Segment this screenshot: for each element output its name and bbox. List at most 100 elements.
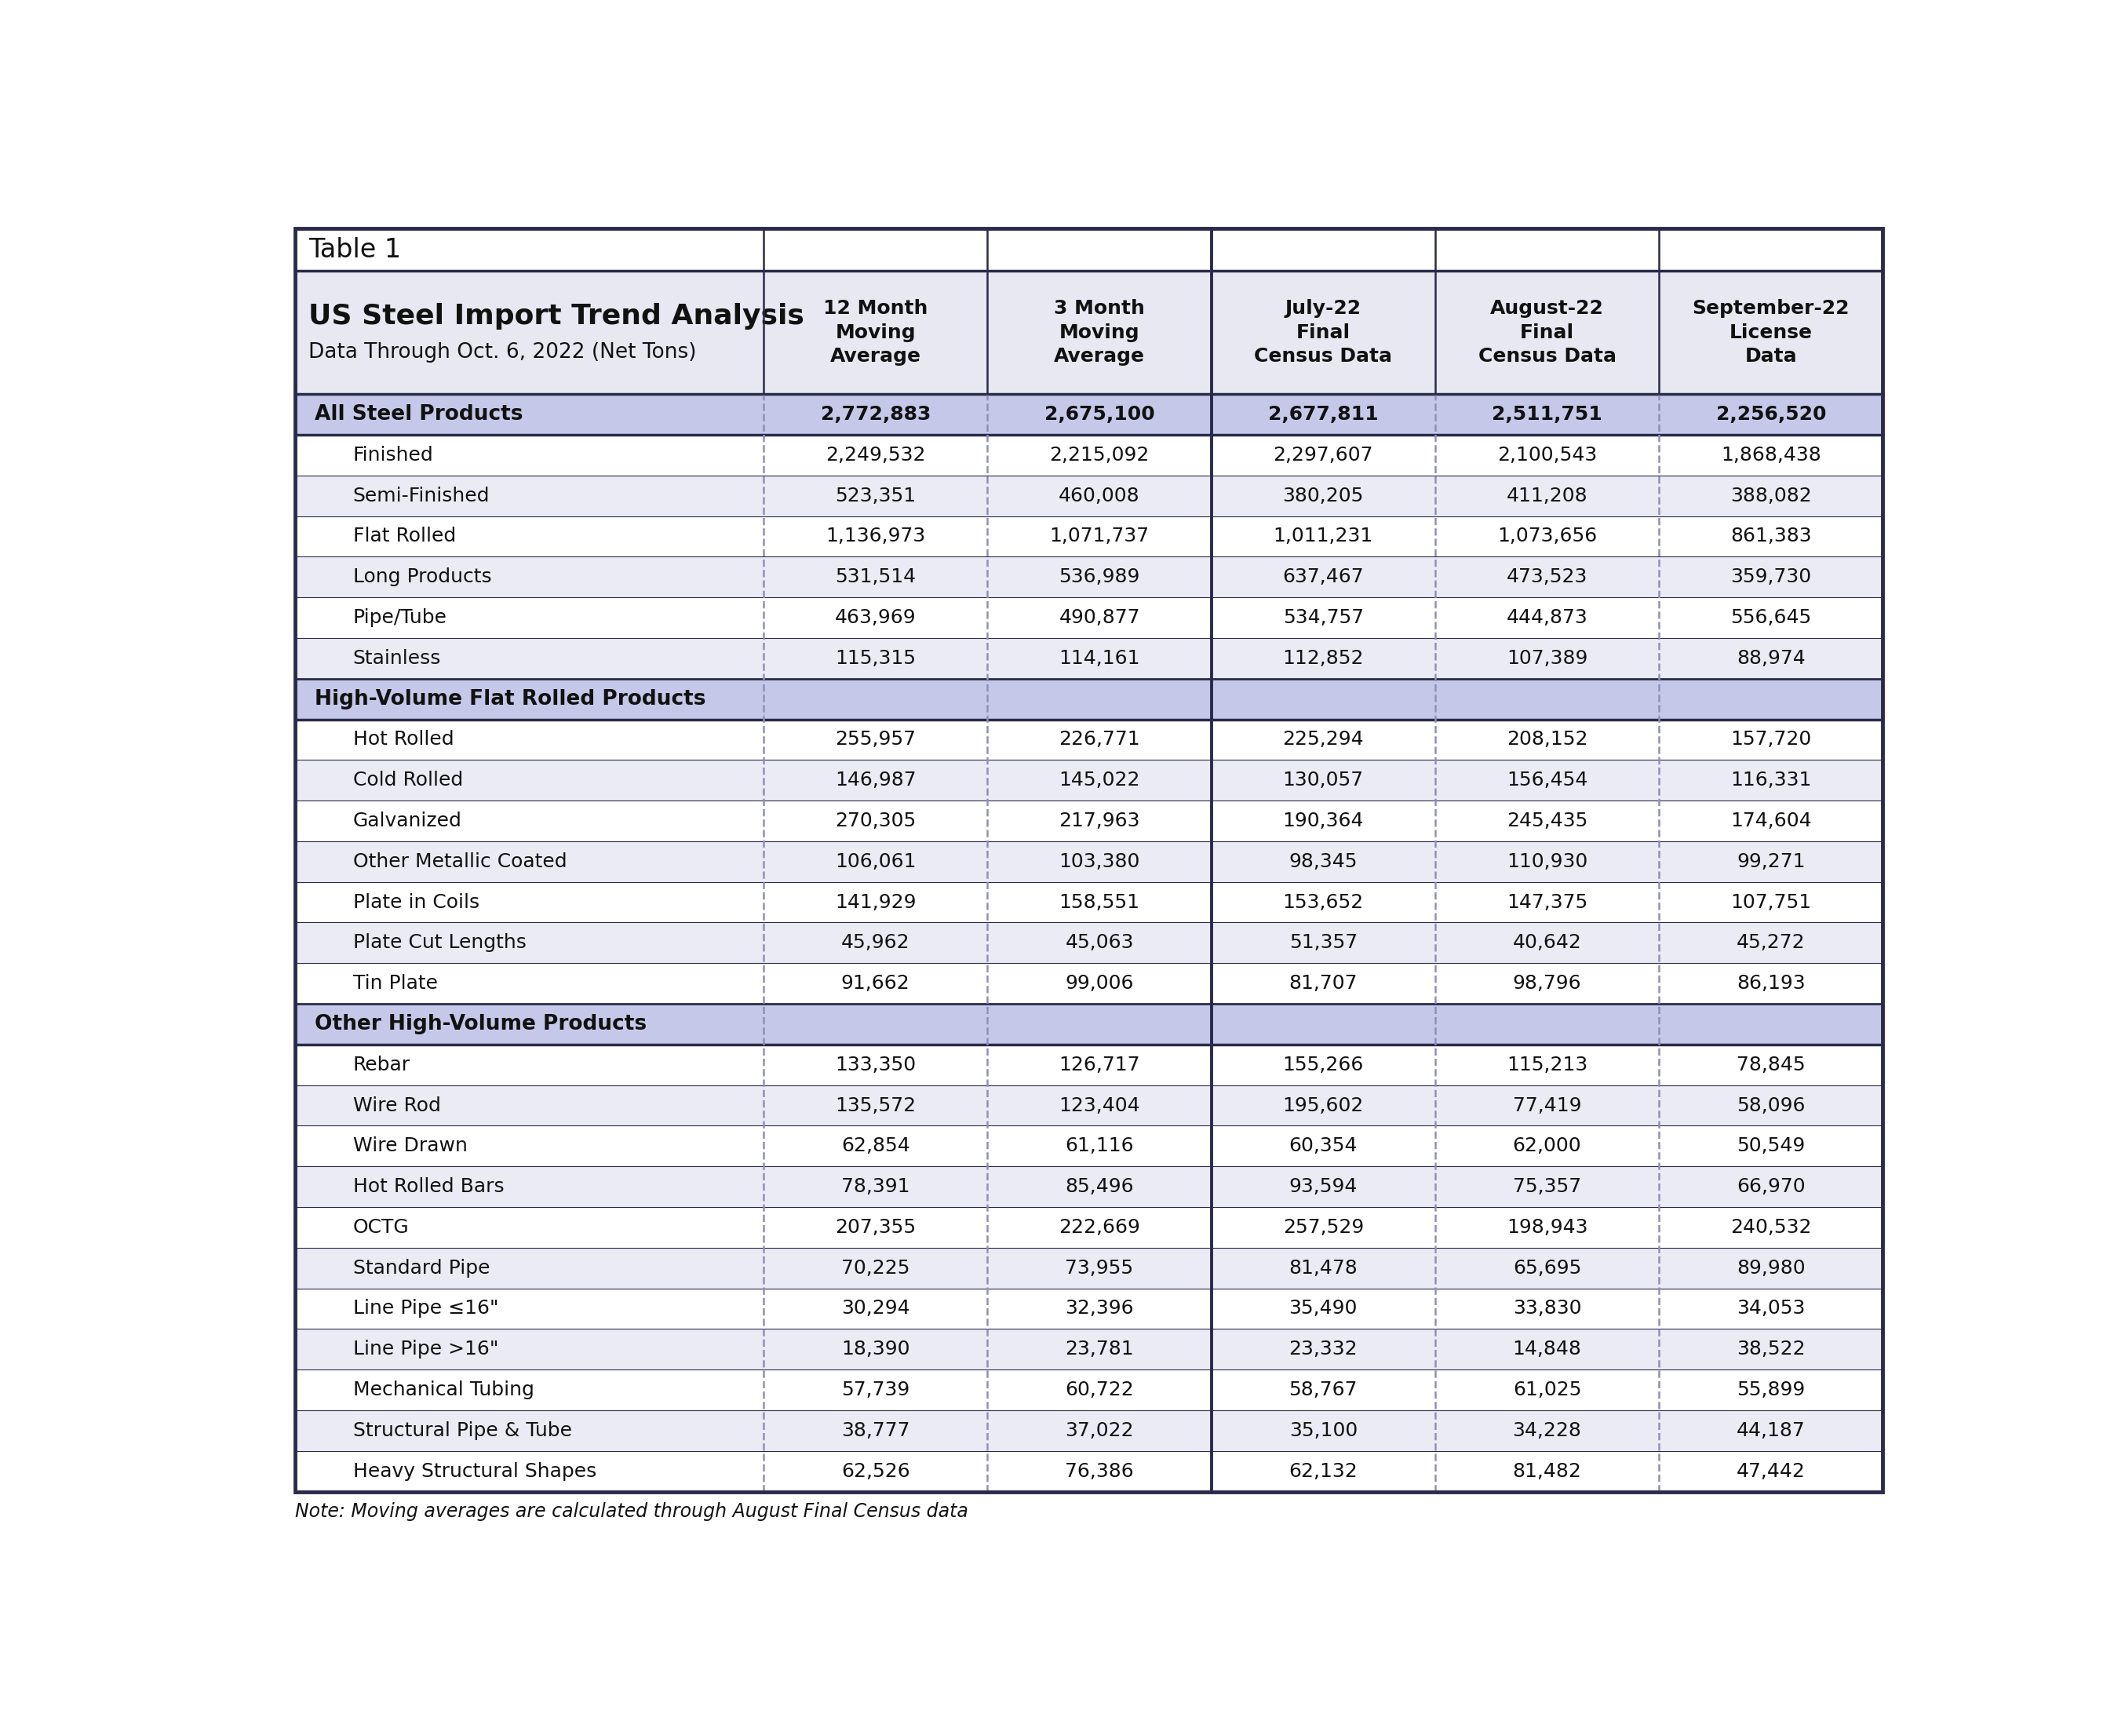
Text: 81,482: 81,482	[1513, 1462, 1581, 1481]
Text: 2,675,100: 2,675,100	[1043, 404, 1154, 424]
Text: 78,845: 78,845	[1736, 1055, 1806, 1075]
Text: 85,496: 85,496	[1065, 1177, 1135, 1196]
Text: 3 Month
Moving
Average: 3 Month Moving Average	[1054, 299, 1145, 366]
Text: 126,717: 126,717	[1058, 1055, 1139, 1075]
Text: 114,161: 114,161	[1058, 649, 1139, 668]
Bar	[295, 719, 1883, 760]
Bar	[295, 1045, 1883, 1085]
Bar	[295, 1167, 1883, 1207]
Text: 62,854: 62,854	[841, 1137, 909, 1156]
Text: Heavy Structural Shapes: Heavy Structural Shapes	[353, 1462, 597, 1481]
Text: 226,771: 226,771	[1058, 731, 1139, 748]
Bar	[295, 1207, 1883, 1248]
Bar	[295, 1410, 1883, 1451]
Text: 58,767: 58,767	[1290, 1380, 1358, 1399]
Text: 62,000: 62,000	[1513, 1137, 1581, 1156]
Bar	[295, 434, 1883, 476]
Bar	[295, 842, 1883, 882]
Text: 57,739: 57,739	[841, 1380, 909, 1399]
Text: 2,297,607: 2,297,607	[1273, 446, 1373, 465]
Text: 1,868,438: 1,868,438	[1721, 446, 1821, 465]
Text: 51,357: 51,357	[1290, 934, 1358, 953]
Text: 37,022: 37,022	[1065, 1422, 1135, 1441]
Text: Structural Pipe & Tube: Structural Pipe & Tube	[353, 1422, 572, 1441]
Text: 107,751: 107,751	[1730, 892, 1810, 911]
Text: 388,082: 388,082	[1730, 486, 1813, 505]
Text: 359,730: 359,730	[1730, 568, 1810, 587]
Text: 38,777: 38,777	[841, 1422, 909, 1441]
Text: Galvanized: Galvanized	[353, 811, 461, 830]
Text: 155,266: 155,266	[1284, 1055, 1364, 1075]
Bar	[295, 1370, 1883, 1410]
Text: 222,669: 222,669	[1058, 1219, 1141, 1236]
Text: 195,602: 195,602	[1284, 1095, 1364, 1115]
Text: 133,350: 133,350	[835, 1055, 916, 1075]
Text: 115,315: 115,315	[835, 649, 916, 668]
Text: 66,970: 66,970	[1736, 1177, 1806, 1196]
Text: 2,100,543: 2,100,543	[1498, 446, 1598, 465]
Text: 531,514: 531,514	[835, 568, 916, 587]
Text: 245,435: 245,435	[1507, 811, 1587, 830]
Bar	[295, 1451, 1883, 1491]
Text: 490,877: 490,877	[1058, 608, 1139, 627]
Text: 130,057: 130,057	[1284, 771, 1364, 790]
Text: 30,294: 30,294	[841, 1299, 909, 1318]
Text: 55,899: 55,899	[1736, 1380, 1804, 1399]
Text: August-22
Final
Census Data: August-22 Final Census Data	[1479, 299, 1617, 366]
Text: 637,467: 637,467	[1284, 568, 1364, 587]
Text: 98,796: 98,796	[1513, 974, 1581, 993]
Text: 23,332: 23,332	[1290, 1340, 1358, 1359]
Text: Plate in Coils: Plate in Coils	[353, 892, 480, 911]
Text: 153,652: 153,652	[1284, 892, 1364, 911]
Text: July-22
Final
Census Data: July-22 Final Census Data	[1254, 299, 1392, 366]
Text: 1,136,973: 1,136,973	[827, 528, 927, 545]
Bar	[295, 882, 1883, 922]
Bar	[295, 1085, 1883, 1125]
Bar	[295, 1125, 1883, 1167]
Text: 60,722: 60,722	[1065, 1380, 1135, 1399]
Text: 76,386: 76,386	[1065, 1462, 1135, 1481]
Text: 116,331: 116,331	[1730, 771, 1810, 790]
Text: 1,011,231: 1,011,231	[1273, 528, 1373, 545]
Text: Wire Rod: Wire Rod	[353, 1095, 440, 1115]
Text: Cold Rolled: Cold Rolled	[353, 771, 463, 790]
Text: 556,645: 556,645	[1730, 608, 1810, 627]
Text: 93,594: 93,594	[1290, 1177, 1358, 1196]
Text: 536,989: 536,989	[1058, 568, 1139, 587]
Text: Tin Plate: Tin Plate	[353, 974, 438, 993]
Bar	[295, 639, 1883, 679]
Bar	[295, 1248, 1883, 1288]
Bar	[295, 1288, 1883, 1330]
Text: 14,848: 14,848	[1513, 1340, 1581, 1359]
Text: Semi-Finished: Semi-Finished	[353, 486, 491, 505]
Text: 77,419: 77,419	[1513, 1095, 1581, 1115]
Text: 190,364: 190,364	[1284, 811, 1364, 830]
Text: Finished: Finished	[353, 446, 434, 465]
Text: 2,511,751: 2,511,751	[1492, 404, 1602, 424]
Text: 62,526: 62,526	[841, 1462, 909, 1481]
Text: 62,132: 62,132	[1288, 1462, 1358, 1481]
Text: 2,249,532: 2,249,532	[824, 446, 926, 465]
Text: 1,071,737: 1,071,737	[1050, 528, 1150, 545]
Text: 32,396: 32,396	[1065, 1299, 1135, 1318]
Bar	[295, 922, 1883, 963]
Text: 146,987: 146,987	[835, 771, 916, 790]
Text: 61,116: 61,116	[1065, 1137, 1135, 1156]
Text: 147,375: 147,375	[1507, 892, 1587, 911]
Text: 70,225: 70,225	[841, 1259, 909, 1278]
Text: 225,294: 225,294	[1284, 731, 1364, 748]
Text: Line Pipe >16": Line Pipe >16"	[353, 1340, 499, 1359]
Text: 58,096: 58,096	[1736, 1095, 1806, 1115]
Text: 61,025: 61,025	[1513, 1380, 1581, 1399]
Text: Rebar: Rebar	[353, 1055, 410, 1075]
Text: 270,305: 270,305	[835, 811, 916, 830]
Text: Table 1: Table 1	[308, 236, 402, 262]
Text: 78,391: 78,391	[841, 1177, 909, 1196]
Text: 65,695: 65,695	[1513, 1259, 1581, 1278]
Text: 861,383: 861,383	[1730, 528, 1813, 545]
Text: 463,969: 463,969	[835, 608, 916, 627]
Text: 99,271: 99,271	[1736, 852, 1806, 871]
Text: 45,272: 45,272	[1736, 934, 1806, 953]
Text: Stainless: Stainless	[353, 649, 442, 668]
Text: 208,152: 208,152	[1507, 731, 1587, 748]
